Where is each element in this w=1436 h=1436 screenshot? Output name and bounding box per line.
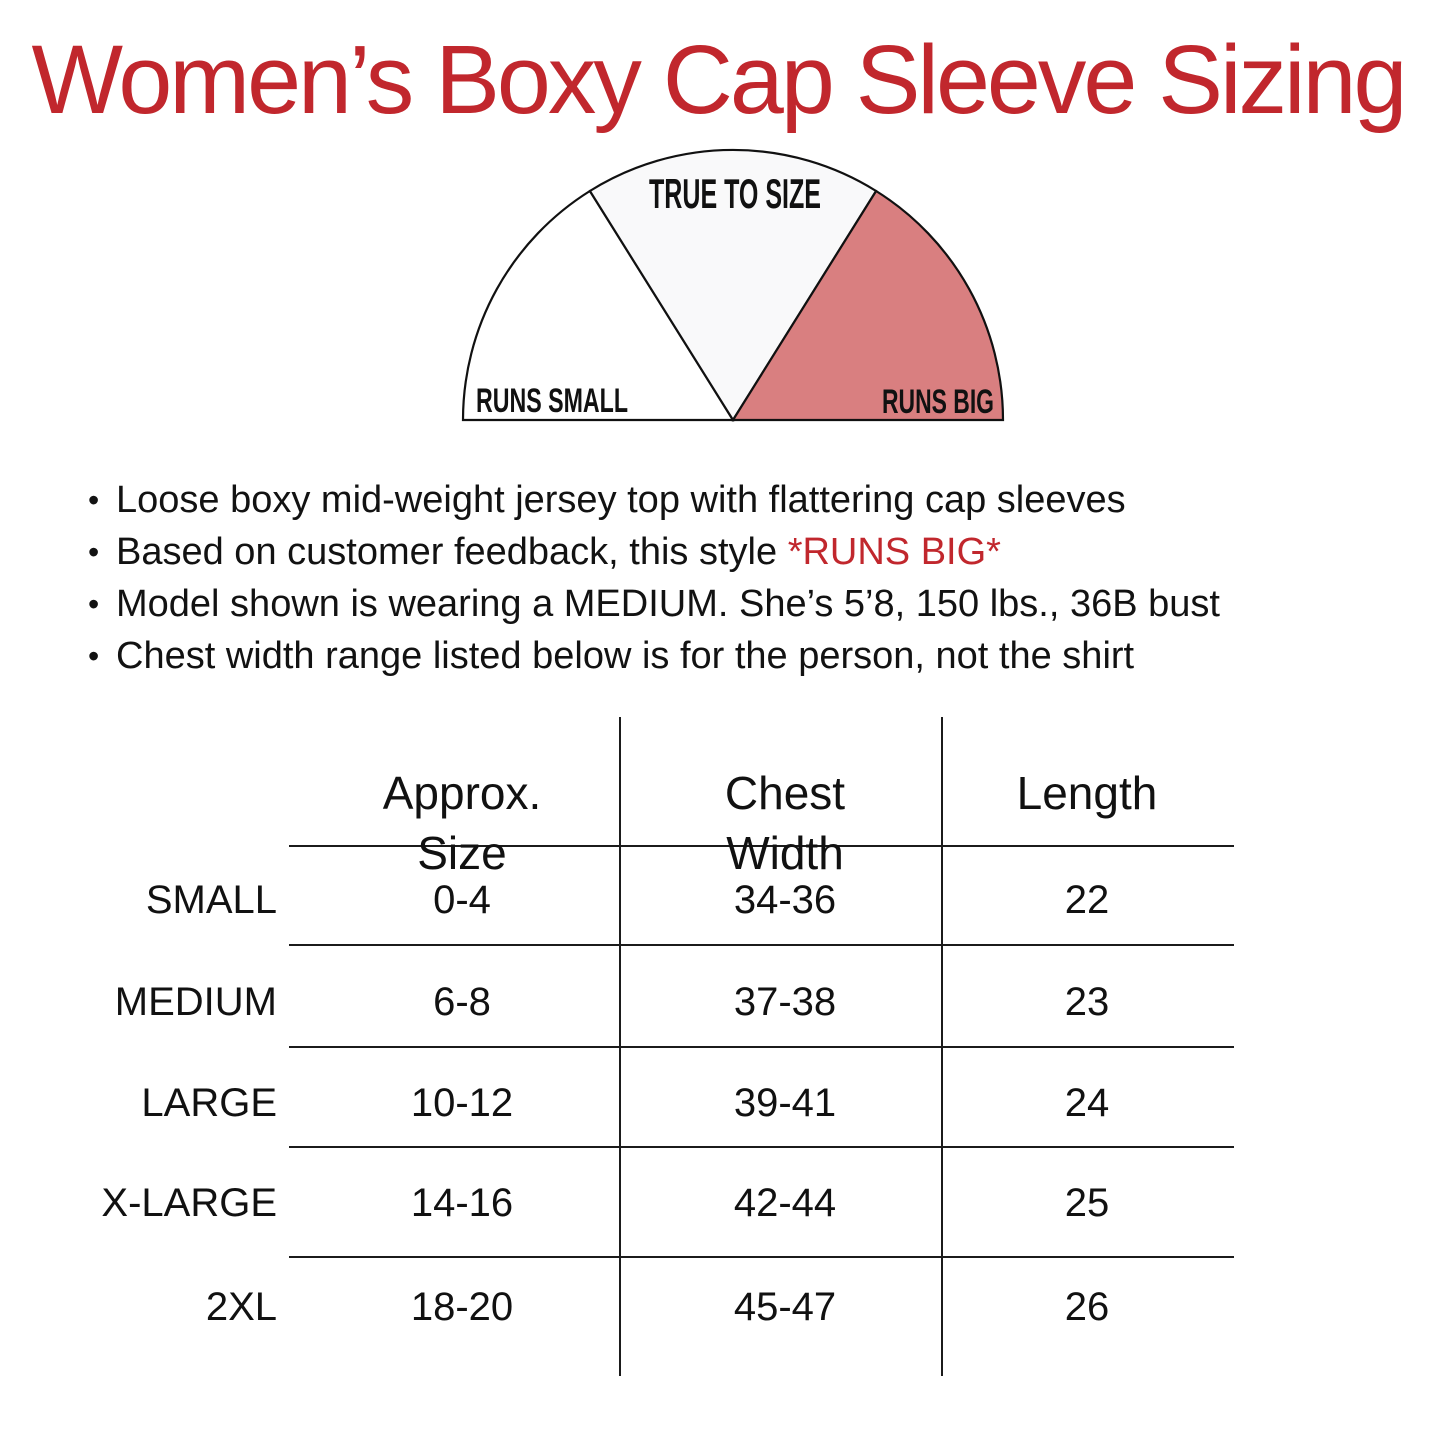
- row-label: LARGE: [141, 1081, 277, 1125]
- table-row-2xl: 2XL 18-20 45-47 26: [0, 1277, 1436, 1337]
- row-label: X-LARGE: [101, 1181, 277, 1225]
- row-label: SMALL: [145, 878, 277, 922]
- approx-size-value: 10-12: [410, 1081, 514, 1125]
- bullet-icon: •: [88, 482, 100, 518]
- gauge-segment-runs-small: [461, 189, 735, 422]
- table-row-medium: MEDIUM 6-8 37-38 23: [0, 972, 1436, 1032]
- bullet-text: Loose boxy mid-weight jersey top with fl…: [116, 479, 1126, 521]
- bullet-item-fit-description: • Loose boxy mid-weight jersey top with f…: [88, 474, 1418, 526]
- header-length: Length: [1016, 767, 1158, 819]
- chest-width-value: 45-47: [733, 1285, 837, 1329]
- bullet-item-model-info: • Model shown is wearing a MEDIUM. She’s …: [88, 578, 1418, 630]
- gauge-label-true-to-size: TRUE TO SIZE: [649, 170, 821, 217]
- table-row-divider: [289, 1146, 1234, 1148]
- table-row-large: LARGE 10-12 39-41 24: [0, 1073, 1436, 1133]
- runs-big-highlight: *RUNS BIG*: [787, 531, 1001, 573]
- chest-width-value: 34-36: [733, 878, 837, 922]
- bullet-icon: •: [88, 586, 100, 622]
- length-value: 25: [1064, 1181, 1110, 1225]
- chest-width-value: 42-44: [733, 1181, 837, 1225]
- table-row-divider: [289, 944, 1234, 946]
- length-value: 23: [1064, 980, 1110, 1024]
- approx-size-value: 14-16: [410, 1181, 514, 1225]
- bullet-text: Based on customer feedback, this style: [116, 531, 788, 573]
- bullet-icon: •: [88, 534, 100, 570]
- header-approx-size: Approx. Size: [382, 767, 542, 879]
- chest-width-value: 37-38: [733, 980, 837, 1024]
- gauge-label-runs-small: RUNS SMALL: [476, 382, 628, 420]
- table-row-small: SMALL 0-4 34-36 22: [0, 870, 1436, 930]
- bullet-text: Chest width range listed below is for th…: [116, 635, 1135, 677]
- approx-size-value: 6-8: [433, 980, 491, 1024]
- length-value: 22: [1064, 878, 1110, 922]
- length-value: 26: [1064, 1285, 1110, 1329]
- header-chest-width: Chest Width: [724, 767, 846, 879]
- gauge-segment-runs-big: [731, 189, 1005, 422]
- approx-size-value: 18-20: [410, 1285, 514, 1329]
- bullet-item-runs-big: • Based on customer feedback, this style …: [88, 526, 1418, 578]
- bullet-list: • Loose boxy mid-weight jersey top with f…: [88, 474, 1418, 682]
- page-title: Women’s Boxy Cap Sleeve Sizing: [31, 25, 1408, 134]
- approx-size-value: 0-4: [433, 878, 491, 922]
- table-row-divider: [289, 1046, 1234, 1048]
- chest-width-value: 39-41: [733, 1081, 837, 1125]
- row-label: 2XL: [205, 1285, 277, 1329]
- gauge-segment-true-to-size: [588, 148, 878, 423]
- gauge-label-runs-big: RUNS BIG: [882, 383, 994, 421]
- length-value: 24: [1064, 1081, 1110, 1125]
- bullet-item-chest-width-note: • Chest width range listed below is for t…: [88, 630, 1418, 682]
- bullet-icon: •: [88, 638, 100, 674]
- table-row-divider: [289, 845, 1234, 847]
- row-label: MEDIUM: [114, 980, 277, 1024]
- table-row-x-large: X-LARGE 14-16 42-44 25: [0, 1173, 1436, 1233]
- fit-gauge: TRUE TO SIZE RUNS SMALL RUNS BIG: [461, 148, 1005, 423]
- table-header-row: Approx. Size Chest Width Length: [0, 763, 1436, 879]
- bullet-text: Model shown is wearing a MEDIUM. She’s 5…: [116, 583, 1220, 625]
- table-row-divider: [289, 1256, 1234, 1258]
